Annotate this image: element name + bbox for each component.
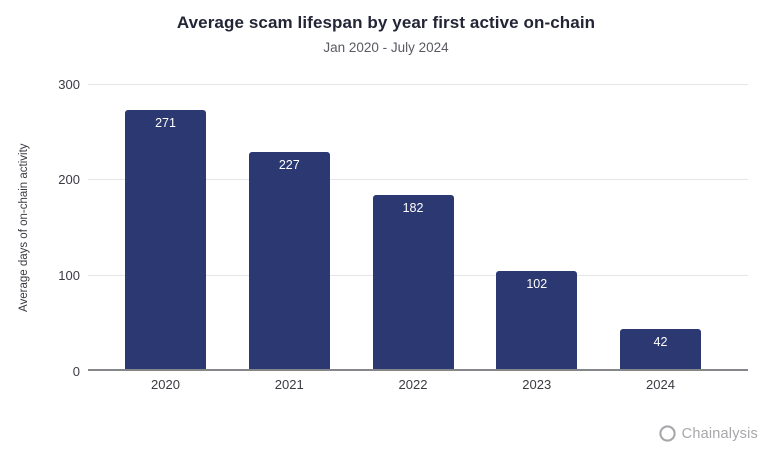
y-tick-label: 0 — [72, 363, 80, 379]
brand-footer: Chainalysis — [658, 424, 758, 443]
brand-name: Chainalysis — [681, 425, 758, 442]
chart-subtitle: Jan 2020 - July 2024 — [323, 40, 449, 55]
bar-value-label: 271 — [155, 116, 176, 130]
chart-title: Average scam lifespan by year first acti… — [176, 13, 596, 32]
bar-2021[interactable]: 227 — [248, 152, 330, 369]
bar-value-label: 102 — [526, 277, 548, 291]
y-tick-label: 300 — [58, 76, 80, 92]
gridline-y-200 — [88, 179, 748, 181]
chainalysis-knot-icon — [658, 424, 677, 443]
bar-2024[interactable]: 42 — [620, 329, 701, 369]
x-tick-label-2022: 2022 — [398, 377, 428, 392]
bar-value-label: 227 — [278, 158, 300, 172]
x-tick-label-2021: 2021 — [274, 377, 304, 392]
plot-area: 271 227 182 102 42 — [88, 83, 748, 371]
y-axis-title: Average days of on-chain activity — [18, 143, 30, 312]
gridline-y-300 — [88, 83, 748, 85]
x-tick-label-2023: 2023 — [522, 377, 552, 392]
bar-value-label: 42 — [653, 335, 668, 349]
x-tick-label-2024: 2024 — [646, 377, 675, 392]
y-tick-label: 100 — [58, 267, 80, 283]
x-tick-label-2020: 2020 — [151, 377, 180, 392]
bar-value-label: 182 — [402, 201, 424, 215]
y-tick-label: 200 — [58, 172, 80, 188]
bar-2022[interactable]: 182 — [372, 195, 454, 369]
bar-2023[interactable]: 102 — [496, 271, 578, 369]
bar-2020[interactable]: 271 — [125, 110, 206, 369]
